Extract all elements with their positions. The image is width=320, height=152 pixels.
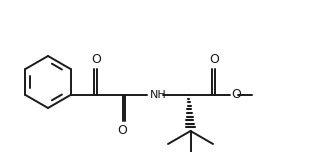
Text: NH: NH xyxy=(149,90,166,100)
Text: O: O xyxy=(92,53,101,66)
Text: O: O xyxy=(210,53,220,66)
Text: O: O xyxy=(117,124,127,137)
Text: O: O xyxy=(231,88,241,102)
